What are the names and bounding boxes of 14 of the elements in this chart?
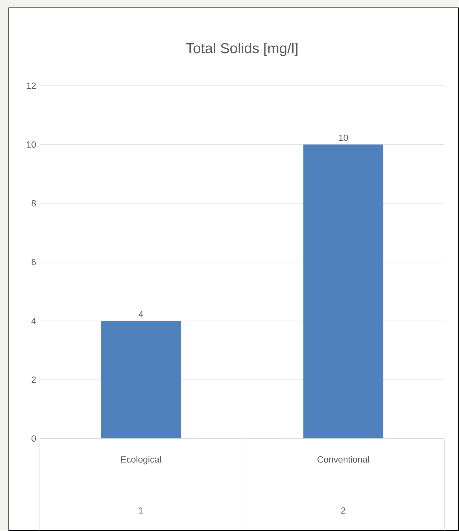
y-tick-label: 0 [32,436,36,442]
data-label: 10 [339,134,348,142]
text: 2 [341,508,346,514]
x-tick-label: Ecological [121,456,162,465]
y-tick-label: 12 [27,82,36,90]
y-tick-label: 10 [27,142,36,148]
chart-title: Total Solids [mg/l] [186,43,298,56]
text: 1 [139,508,144,514]
y-tick-label: 6 [32,259,36,266]
y-tick-label: 8 [32,200,36,207]
x-tick-label: Conventional [318,456,370,463]
y-tick-label: 4 [32,318,36,324]
data-label: 4 [138,311,144,318]
y-tick-label: 2 [32,376,36,384]
